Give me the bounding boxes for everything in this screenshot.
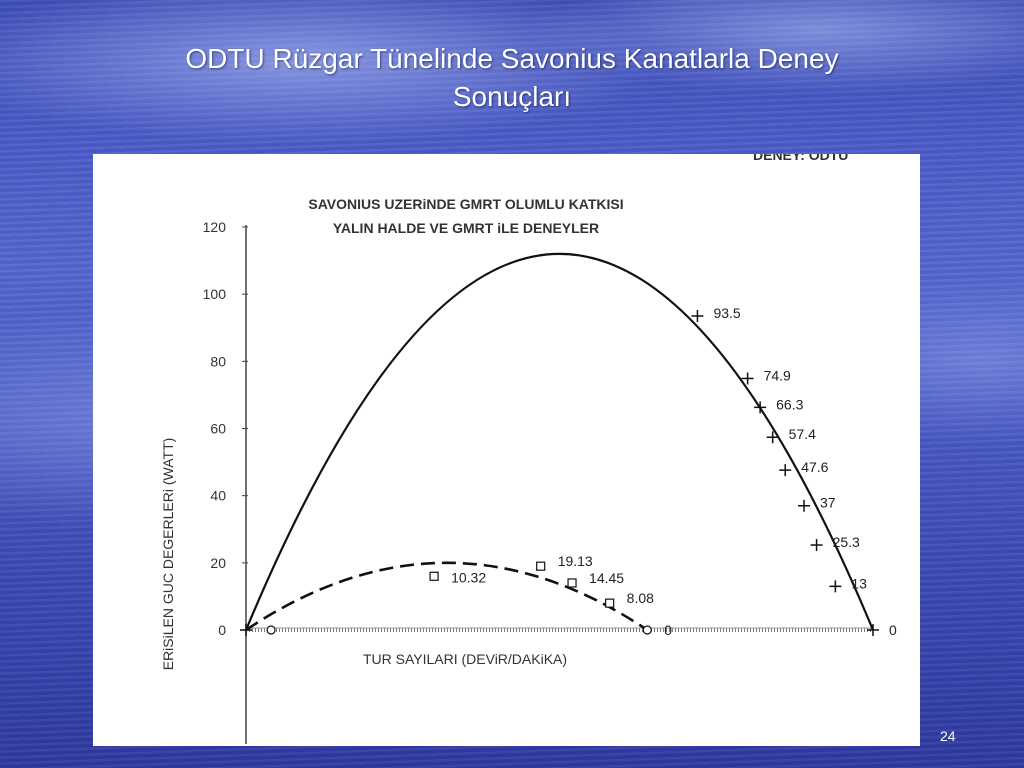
series-2-marker bbox=[266, 625, 276, 635]
slide-title-line-1: ODTU Rüzgar Tünelinde Savonius Kanatlarl… bbox=[185, 43, 839, 74]
series-1-data-label: 13 bbox=[851, 575, 867, 591]
series-2-marker bbox=[605, 598, 615, 608]
series-2-data-label: 14.45 bbox=[589, 570, 624, 586]
series-1-data-label: 25.3 bbox=[833, 534, 860, 550]
series-2-marker bbox=[642, 625, 652, 635]
series-1-data-label: 66.3 bbox=[776, 396, 803, 412]
y-tick-label: 20 bbox=[210, 555, 226, 571]
y-tick-label: 0 bbox=[218, 622, 226, 638]
series-1-data-label: 0 bbox=[889, 622, 897, 638]
series-1-data-label: 47.6 bbox=[801, 459, 828, 475]
series-2-data-label: 8.08 bbox=[627, 590, 654, 606]
y-axis-label: ERiSiLEN GUC DEGERLERi (WATT) bbox=[160, 438, 176, 671]
y-tick-label: 80 bbox=[210, 353, 226, 369]
chart-title-line-1: SAVONIUS UZERiNDE GMRT OLUMLU KATKISI bbox=[308, 196, 623, 212]
series-1-data-label: 57.4 bbox=[789, 426, 816, 442]
slide-title: ODTU Rüzgar Tünelinde Savonius Kanatlarl… bbox=[112, 40, 912, 116]
series-1-curve bbox=[244, 252, 875, 631]
x-axis-label: TUR SAYILARI (DEViR/DAKiKA) bbox=[363, 651, 567, 667]
y-tick-label: 120 bbox=[203, 219, 227, 235]
series-1-data-label: 93.5 bbox=[713, 305, 740, 321]
series-2-marker bbox=[429, 571, 439, 581]
chart-title-line-2: YALIN HALDE VE GMRT iLE DENEYLER bbox=[333, 220, 599, 236]
series-1-data-label: 37 bbox=[820, 495, 836, 511]
series-2-curve bbox=[245, 561, 649, 632]
slide-number: 24 bbox=[940, 728, 956, 744]
series-2-marker bbox=[567, 578, 577, 588]
y-tick-label: 40 bbox=[210, 488, 226, 504]
chart-svg: DENEY: ODTU SAVONIUS UZERiNDE GMRT OLUML… bbox=[160, 154, 897, 744]
series-2-data-label: 10.32 bbox=[451, 569, 486, 585]
y-tick-label: 100 bbox=[203, 286, 227, 302]
series-1-data-label: 74.9 bbox=[764, 367, 791, 383]
series-2-data-label: 0 bbox=[664, 622, 672, 638]
chart-panel: DENEY: ODTU SAVONIUS UZERiNDE GMRT OLUML… bbox=[93, 154, 920, 746]
series-2-marker bbox=[536, 561, 546, 571]
y-tick-label: 60 bbox=[210, 421, 226, 437]
slide-title-line-2: Sonuçları bbox=[452, 81, 572, 112]
corner-text: DENEY: ODTU bbox=[753, 154, 848, 163]
series-2-data-label: 19.13 bbox=[558, 553, 593, 569]
